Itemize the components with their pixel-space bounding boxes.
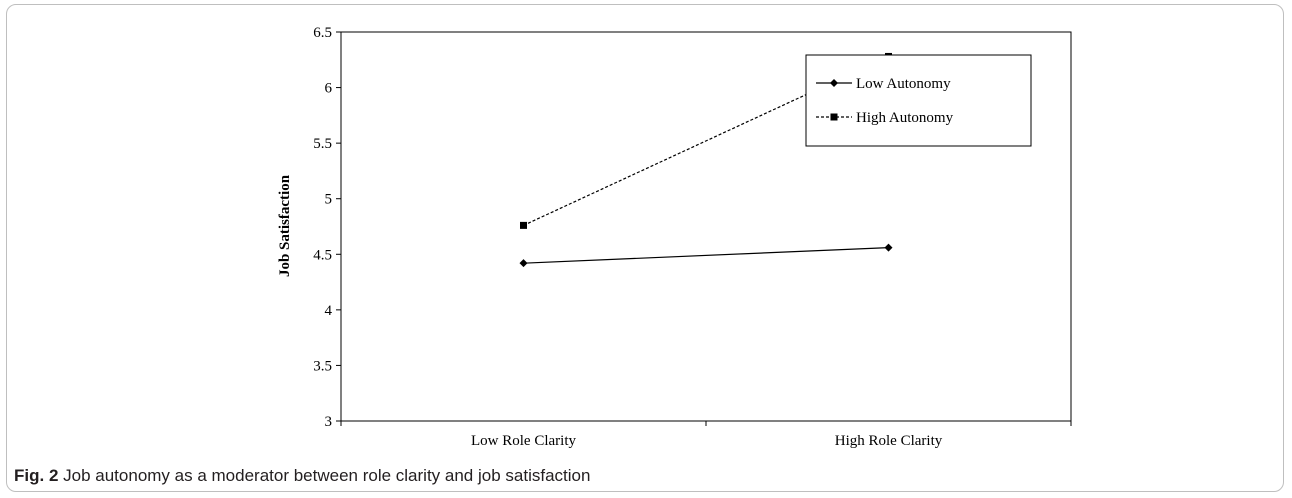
data-point xyxy=(519,259,528,268)
legend: Low Autonomy High Autonomy xyxy=(805,54,1032,147)
y-tick-label: 6 xyxy=(325,81,333,97)
legend-label: High Autonomy xyxy=(856,110,954,126)
x-axis: Low Role Clarity High Role Clarity xyxy=(340,421,1072,449)
legend-item-low-autonomy: Low Autonomy xyxy=(816,76,951,92)
y-tick-label: 5.5 xyxy=(313,136,332,152)
legend-marker xyxy=(830,79,838,87)
data-point xyxy=(884,243,893,252)
series-low-autonomy xyxy=(519,243,893,268)
y-tick-label: 4.5 xyxy=(313,247,332,263)
y-tick-label: 4 xyxy=(325,303,333,319)
legend-box xyxy=(805,54,1032,147)
legend-item-high-autonomy: High Autonomy xyxy=(816,110,954,126)
legend-marker xyxy=(830,113,838,121)
y-tick-label: 3.5 xyxy=(313,358,332,374)
x-tick-label: High Role Clarity xyxy=(835,433,943,449)
figure-caption-text: Job autonomy as a moderator between role… xyxy=(63,466,591,485)
figure-caption: Fig. 2 Job autonomy as a moderator betwe… xyxy=(14,466,590,486)
legend-label: Low Autonomy xyxy=(856,76,951,92)
series-line xyxy=(523,247,889,264)
figure-caption-label: Fig. 2 xyxy=(14,466,59,485)
y-tick-label: 6.5 xyxy=(313,25,332,41)
y-axis-title: Job Satisfaction xyxy=(277,174,293,277)
y-axis: 3 3.5 4 4.5 5 5.5 6 6.5 xyxy=(313,25,341,430)
x-tick-label: Low Role Clarity xyxy=(471,433,576,449)
y-tick-label: 3 xyxy=(325,414,333,430)
y-tick-label: 5 xyxy=(325,192,333,208)
data-point xyxy=(520,221,527,229)
